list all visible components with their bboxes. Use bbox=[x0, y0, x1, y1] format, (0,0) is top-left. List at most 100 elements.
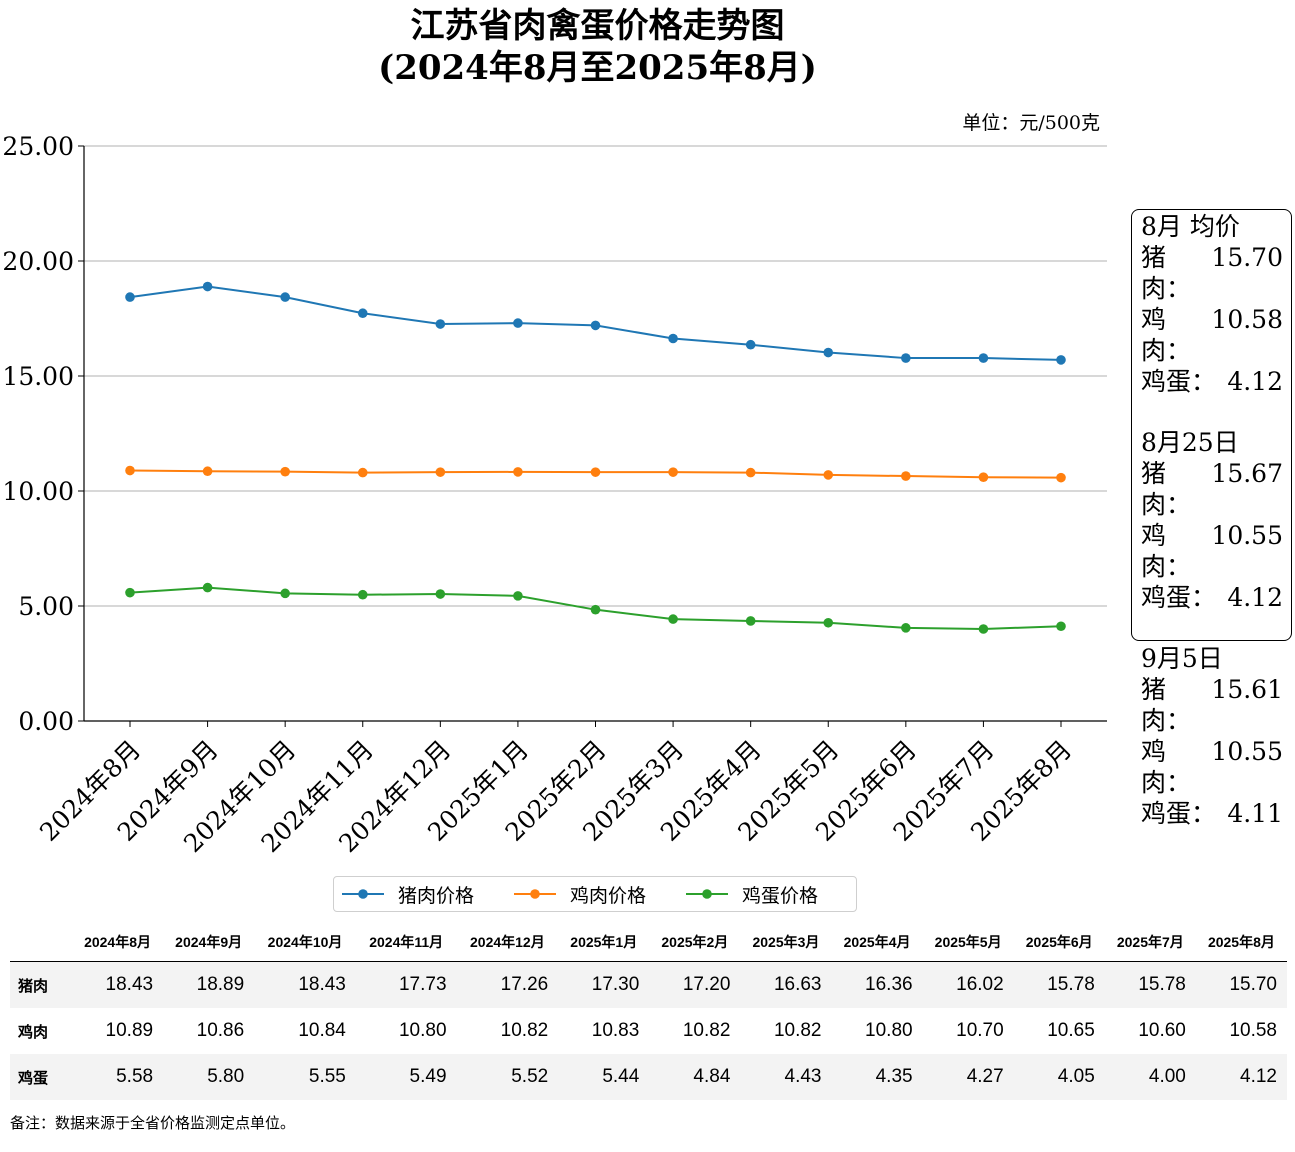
data-point bbox=[513, 318, 523, 328]
info-label: 鸡肉： bbox=[1141, 521, 1192, 581]
info-value: 10.55 bbox=[1211, 521, 1283, 550]
data-point bbox=[435, 589, 446, 599]
table-cell: 10.89 bbox=[105, 1020, 154, 1041]
table-column-header: 2024年11月 bbox=[355, 923, 457, 962]
data-point bbox=[280, 466, 290, 477]
info-row: 猪肉： 15.70 bbox=[1141, 242, 1283, 304]
data-point bbox=[745, 616, 756, 626]
table-column-header: 2024年9月 bbox=[163, 923, 255, 962]
data-point bbox=[513, 467, 523, 477]
data-point bbox=[745, 339, 756, 350]
data-point bbox=[978, 353, 989, 363]
table-cell: 5.44 bbox=[558, 1054, 650, 1100]
info-value: 4.11 bbox=[1227, 799, 1283, 828]
data-point bbox=[435, 467, 446, 477]
chart-legend: 猪肉价格 鸡肉价格 鸡蛋价格 bbox=[333, 876, 857, 912]
table-cell: 4.05 bbox=[1013, 1054, 1105, 1100]
table-cell: 17.20 bbox=[649, 961, 741, 1008]
data-point bbox=[357, 308, 368, 319]
legend-swatch bbox=[342, 889, 384, 899]
table-column-header: 2025年3月 bbox=[740, 923, 832, 962]
info-label: 鸡肉： bbox=[1141, 305, 1192, 365]
table-column-header: 2025年6月 bbox=[1013, 923, 1105, 962]
info-heading: 8月25日 bbox=[1141, 428, 1239, 457]
info-value: 15.67 bbox=[1211, 459, 1283, 488]
table-cell: 10.80 bbox=[398, 1020, 447, 1041]
table-column-header: 2025年2月 bbox=[649, 923, 741, 962]
y-tick-label: 15.00 bbox=[2, 362, 74, 391]
data-point bbox=[901, 471, 911, 481]
data-point bbox=[668, 333, 678, 344]
info-value: 10.55 bbox=[1211, 737, 1283, 766]
data-point bbox=[978, 624, 989, 634]
legend-swatch bbox=[686, 889, 729, 899]
info-heading: 9月5日 bbox=[1141, 644, 1223, 673]
info-row: 鸡肉： 10.55 bbox=[1141, 520, 1283, 582]
legend-item: 鸡蛋价格 bbox=[686, 881, 818, 908]
legend-swatch bbox=[514, 889, 557, 899]
table-cell: 10.65 bbox=[1047, 1020, 1095, 1041]
table-row: 猪肉 18.43 18.89 18.43 17.73 17.26 17.30 17.20 16.… bbox=[10, 961, 1287, 1008]
data-point bbox=[823, 470, 834, 480]
table-column-header: 2025年5月 bbox=[922, 923, 1014, 962]
table-cell: 5.52 bbox=[456, 1054, 559, 1100]
data-point bbox=[590, 320, 601, 331]
legend-label: 鸡蛋价格 bbox=[742, 884, 819, 907]
table-corner bbox=[10, 923, 72, 962]
data-point bbox=[513, 591, 523, 601]
info-row: 猪肉： 15.61 bbox=[1141, 674, 1283, 736]
info-label: 猪肉： bbox=[1141, 675, 1192, 735]
table-row: 鸡蛋 5.58 5.80 5.55 5.49 5.52 5.44 4.84 4.43 4.35 4.… bbox=[10, 1054, 1287, 1100]
table-cell: 5.80 bbox=[163, 1054, 255, 1100]
table-cell: 17.30 bbox=[558, 961, 650, 1008]
data-point bbox=[823, 347, 834, 358]
table-cell: 10.80 bbox=[865, 1020, 913, 1041]
data-point bbox=[745, 467, 756, 478]
table-cell: 17.26 bbox=[456, 961, 559, 1008]
data-point bbox=[823, 617, 834, 628]
table-row: 鸡肉 10.89 10.86 10.84 10.80 10.82 10.83 10.82 10.… bbox=[10, 1008, 1287, 1054]
table-cell: 4.00 bbox=[1104, 1054, 1196, 1100]
table-column-header: 2024年8月 bbox=[72, 923, 164, 962]
info-label: 猪肉： bbox=[1141, 459, 1192, 519]
table-cell: 15.78 bbox=[1104, 961, 1196, 1008]
table-cell: 5.55 bbox=[254, 1054, 356, 1100]
data-point bbox=[435, 319, 446, 329]
info-block: 8月25日 猪肉： 15.67 鸡肉： 10.55 鸡蛋： 4.12 bbox=[1141, 427, 1283, 613]
info-row: 鸡蛋： 4.12 bbox=[1141, 366, 1283, 397]
data-point bbox=[202, 466, 213, 477]
data-point bbox=[202, 281, 213, 292]
table-row-header: 鸡蛋 bbox=[10, 1054, 72, 1100]
table-cell: 15.78 bbox=[1013, 961, 1105, 1008]
y-tick-label: 0.00 bbox=[18, 707, 74, 736]
table-cell: 4.84 bbox=[649, 1054, 741, 1100]
table-cell: 10.86 bbox=[196, 1020, 245, 1041]
info-label: 鸡蛋： bbox=[1141, 799, 1217, 828]
table-column-header: 2025年4月 bbox=[831, 923, 923, 962]
footnote: 备注：数据来源于全省价格监测定点单位。 bbox=[10, 1114, 296, 1132]
data-point bbox=[1056, 355, 1066, 365]
info-heading: 8月 均价 bbox=[1141, 212, 1240, 241]
info-row: 鸡蛋： 4.12 bbox=[1141, 582, 1283, 613]
data-point bbox=[125, 465, 135, 476]
table-cell: 15.70 bbox=[1195, 961, 1287, 1008]
data-point bbox=[202, 582, 213, 593]
table-cell: 10.70 bbox=[956, 1020, 1004, 1041]
data-point bbox=[280, 588, 290, 599]
info-label: 猪肉： bbox=[1141, 243, 1192, 303]
table-cell: 10.58 bbox=[1229, 1020, 1277, 1041]
table-cell: 10.83 bbox=[591, 1020, 640, 1041]
info-value: 10.58 bbox=[1211, 305, 1283, 334]
data-point bbox=[280, 292, 290, 302]
data-point bbox=[125, 292, 135, 302]
table-column-header: 2025年7月 bbox=[1104, 923, 1196, 962]
data-point bbox=[978, 472, 989, 483]
y-tick-label: 25.00 bbox=[2, 132, 74, 161]
table-cell: 18.43 bbox=[72, 961, 164, 1008]
table-cell: 5.58 bbox=[72, 1054, 164, 1100]
data-point bbox=[125, 587, 135, 598]
table-cell: 5.49 bbox=[355, 1054, 457, 1100]
price-table: 2024年8月 2024年9月 2024年10月 2024年11月 2024年12月 20… bbox=[10, 923, 1287, 1100]
table-cell: 4.12 bbox=[1195, 1054, 1287, 1100]
data-point bbox=[901, 353, 911, 363]
